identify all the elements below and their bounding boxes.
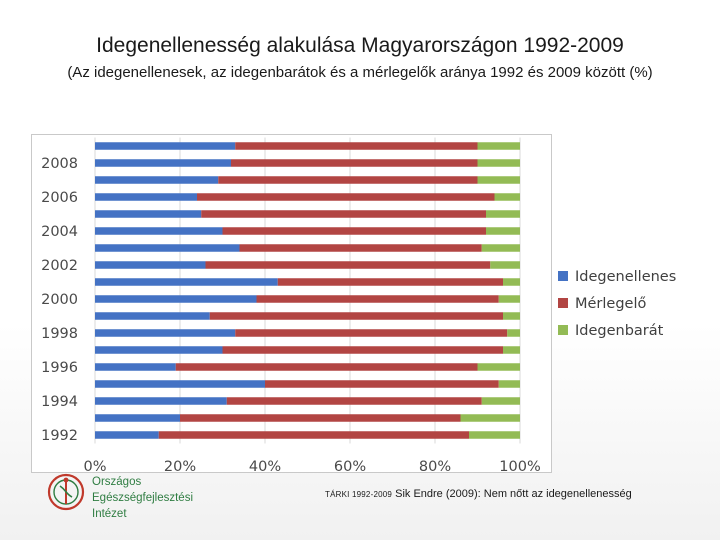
y-tick-label: 2008 — [41, 156, 78, 172]
legend: Idegenellenes Mérlegelő Idegenbarát — [558, 269, 676, 339]
bar-segment — [95, 346, 223, 354]
y-tick-label: 1992 — [41, 428, 78, 444]
source-citation: TÁRKI 1992-2009 Sik Endre (2009): Nem nő… — [325, 488, 632, 500]
y-axis-labels: 2008 2006 2004 2002 2000 1998 1996 1994 1992 — [41, 156, 78, 444]
bar-segment — [205, 261, 491, 269]
bars — [95, 142, 520, 439]
page-subtitle: (Az idegenellenesek, az idegenbarátok és… — [67, 64, 653, 81]
y-tick-label: 2004 — [41, 224, 78, 240]
bar-segment — [235, 142, 478, 150]
x-axis-labels: 0% 20% 40% 60% 80% 100% — [83, 459, 540, 475]
bar-segment — [486, 227, 520, 235]
logo-text-line1: Országos — [92, 476, 141, 488]
logo-emblem-icon — [47, 473, 85, 511]
bar-segment — [231, 159, 478, 167]
bar-segment — [256, 295, 499, 303]
bar-segment — [498, 380, 520, 388]
bar-segment — [222, 346, 503, 354]
bar-segment — [95, 142, 236, 150]
bar-segment — [218, 176, 478, 184]
x-tick-label: 100% — [499, 459, 540, 475]
x-tick-label: 20% — [164, 459, 196, 475]
legend-swatch — [558, 325, 568, 335]
y-tick-label: 2002 — [41, 258, 78, 274]
bar-segment — [265, 380, 499, 388]
y-tick-label: 2000 — [41, 292, 78, 308]
bar-segment — [197, 193, 495, 201]
bar-segment — [95, 210, 202, 218]
bar-segment — [277, 278, 503, 286]
logo-text-line2: Egészségfejlesztési — [92, 492, 193, 504]
x-tick-label: 80% — [419, 459, 451, 475]
legend-swatch — [558, 271, 568, 281]
bar-segment — [158, 431, 469, 439]
bar-segment — [460, 414, 520, 422]
x-tick-label: 0% — [83, 459, 106, 475]
bar-segment — [507, 329, 520, 337]
bar-segment — [95, 363, 176, 371]
legend-swatch — [558, 298, 568, 308]
bar-segment — [503, 346, 520, 354]
bar-segment — [503, 278, 520, 286]
bar-segment — [95, 397, 227, 405]
bar-segment — [494, 193, 520, 201]
bar-segment — [95, 278, 278, 286]
bar-segment — [95, 312, 210, 320]
bar-segment — [222, 227, 486, 235]
source-text: Sik Endre (2009): Nem nőtt az idegenelle… — [395, 488, 632, 500]
y-tick-label: 2006 — [41, 190, 78, 206]
page-title: Idegenellenesség alakulása Magyarországo… — [96, 34, 624, 57]
x-tick-label: 40% — [249, 459, 281, 475]
bar-segment — [503, 312, 520, 320]
y-tick-label: 1994 — [41, 394, 78, 410]
x-tick-label: 60% — [334, 459, 366, 475]
bar-segment — [498, 295, 520, 303]
logo-text-line3: Intézet — [92, 508, 127, 520]
bar-segment — [95, 380, 265, 388]
y-tick-label: 1996 — [41, 360, 78, 376]
source-prefix: TÁRKI 1992-2009 — [325, 490, 393, 499]
bar-segment — [477, 142, 520, 150]
bar-segment — [469, 431, 520, 439]
bar-segment — [490, 261, 520, 269]
bar-segment — [95, 295, 257, 303]
bar-segment — [481, 244, 520, 252]
bar-segment — [95, 329, 236, 337]
bar-segment — [477, 176, 520, 184]
bar-segment — [95, 414, 180, 422]
bar-segment — [201, 210, 486, 218]
y-tick-label: 1998 — [41, 326, 78, 342]
bar-segment — [95, 227, 223, 235]
bar-segment — [486, 210, 520, 218]
legend-label: Idegenellenes — [575, 269, 676, 285]
gridlines — [94, 137, 521, 444]
bar-segment — [180, 414, 461, 422]
bar-segment — [175, 363, 478, 371]
bar-segment — [95, 431, 159, 439]
logo: Országos Egészségfejlesztési Intézet — [47, 473, 193, 520]
bar-segment — [481, 397, 520, 405]
bar-segment — [239, 244, 482, 252]
bar-segment — [477, 159, 520, 167]
bar-segment — [226, 397, 482, 405]
legend-label: Idegenbarát — [575, 323, 664, 339]
bar-segment — [209, 312, 503, 320]
bar-segment — [95, 193, 197, 201]
bar-segment — [235, 329, 508, 337]
bar-segment — [95, 244, 240, 252]
bar-segment — [477, 363, 520, 371]
legend-label: Mérlegelő — [575, 296, 646, 312]
bar-segment — [95, 176, 219, 184]
bar-segment — [95, 261, 206, 269]
bar-segment — [95, 159, 231, 167]
